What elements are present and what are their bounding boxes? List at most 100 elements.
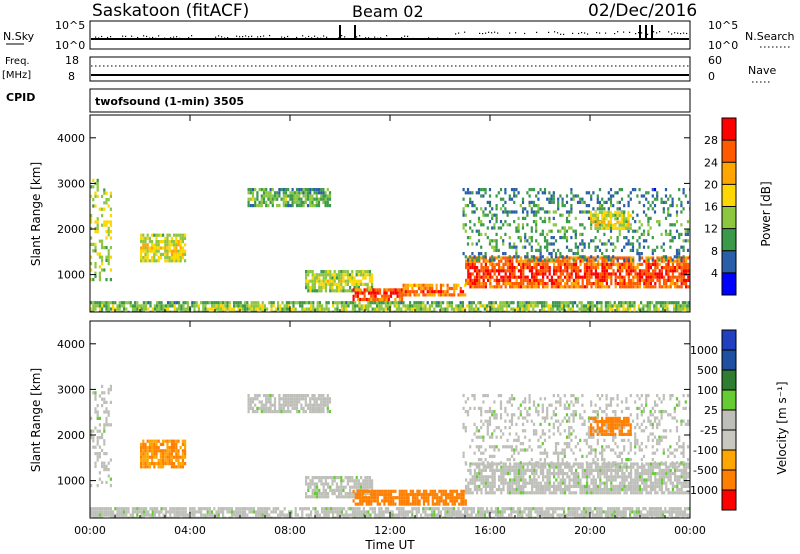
echo-cell bbox=[526, 223, 529, 227]
echo-cell bbox=[418, 499, 421, 503]
echo-cell bbox=[533, 272, 536, 276]
echo-cell bbox=[343, 310, 346, 312]
echo-cell bbox=[103, 410, 106, 414]
nsearch-point bbox=[95, 36, 97, 38]
echo-cell bbox=[517, 223, 520, 227]
echo-cell bbox=[372, 492, 375, 497]
echo-cell bbox=[103, 400, 106, 404]
echo-cell bbox=[489, 278, 492, 282]
echo-cell bbox=[559, 259, 562, 263]
echo-cell bbox=[333, 492, 336, 496]
echo-cell bbox=[548, 478, 551, 482]
echo-cell bbox=[444, 290, 447, 294]
echo-cell bbox=[448, 304, 451, 308]
freq-tick-top: 18 bbox=[65, 54, 79, 67]
echo-cell bbox=[291, 397, 294, 401]
echo-cell bbox=[603, 255, 606, 259]
echo-cell bbox=[610, 491, 613, 495]
echo-cell bbox=[605, 478, 608, 482]
echo-cell bbox=[687, 278, 690, 282]
echo-cell bbox=[623, 475, 626, 479]
echo-cell bbox=[660, 256, 663, 260]
echo-cell bbox=[168, 446, 171, 450]
echo-cell bbox=[320, 279, 323, 283]
echo-cell bbox=[599, 478, 602, 482]
echo-cell bbox=[396, 294, 399, 298]
echo-cell bbox=[155, 243, 158, 247]
echo-cell bbox=[616, 239, 619, 243]
echo-cell bbox=[270, 301, 273, 305]
echo-cell bbox=[588, 462, 591, 466]
echo-cell bbox=[355, 476, 358, 480]
echo-cell bbox=[685, 278, 688, 282]
nsearch-point bbox=[326, 36, 328, 38]
echo-cell bbox=[155, 249, 158, 253]
echo-cell bbox=[381, 489, 384, 493]
echo-cell bbox=[594, 248, 597, 252]
echo-cell bbox=[532, 258, 536, 262]
echo-cell bbox=[378, 291, 382, 295]
echo-cell bbox=[269, 400, 272, 404]
echo-cell bbox=[479, 310, 482, 312]
nsearch-point bbox=[578, 32, 580, 35]
echo-cell bbox=[273, 197, 277, 201]
echo-cell bbox=[327, 273, 330, 277]
echo-cell bbox=[101, 194, 104, 198]
echo-cell bbox=[535, 256, 538, 260]
echo-cell bbox=[146, 249, 149, 253]
echo-cell bbox=[424, 310, 427, 312]
echo-cell bbox=[537, 272, 540, 276]
echo-cell bbox=[658, 262, 661, 266]
echo-cell bbox=[322, 270, 325, 274]
echo-cell bbox=[467, 488, 470, 492]
echo-cell bbox=[338, 492, 341, 496]
echo-cell bbox=[502, 472, 505, 476]
echo-cell bbox=[630, 269, 633, 273]
echo-cell bbox=[307, 282, 310, 286]
echo-cell bbox=[482, 468, 485, 472]
echo-cell bbox=[566, 282, 569, 286]
echo-cell bbox=[96, 455, 99, 459]
nsearch-point bbox=[407, 35, 409, 37]
echo-cell bbox=[461, 304, 464, 308]
echo-cell bbox=[219, 310, 222, 312]
echo-cell bbox=[499, 307, 502, 311]
echo-cell bbox=[517, 478, 520, 482]
echo-cell bbox=[332, 310, 335, 312]
echo-cell bbox=[175, 233, 178, 237]
echo-cell bbox=[577, 475, 580, 479]
echo-cell bbox=[338, 282, 341, 286]
echo-cell bbox=[487, 465, 490, 469]
echo-cell bbox=[631, 229, 635, 233]
echo-cell bbox=[349, 273, 352, 277]
echo-cell bbox=[267, 197, 270, 201]
echo-cell bbox=[309, 188, 312, 192]
echo-cell bbox=[495, 220, 498, 224]
echo-cell bbox=[509, 481, 512, 485]
echo-cell bbox=[526, 481, 529, 485]
echo-cell bbox=[478, 462, 481, 466]
echo-cell bbox=[356, 291, 360, 295]
echo-cell bbox=[144, 442, 147, 446]
echo-cell bbox=[638, 282, 641, 286]
echo-cell bbox=[361, 492, 364, 497]
echo-cell bbox=[535, 275, 538, 279]
echo-cell bbox=[403, 499, 406, 503]
echo-cell bbox=[542, 488, 545, 492]
echo-cell bbox=[548, 197, 551, 201]
echo-cell bbox=[345, 301, 348, 305]
echo-cell bbox=[669, 472, 672, 476]
echo-cell bbox=[537, 278, 540, 282]
nsearch-point bbox=[677, 32, 679, 34]
echo-cell bbox=[634, 188, 637, 192]
echo-cell bbox=[347, 301, 350, 305]
echo-cell bbox=[621, 472, 624, 476]
echo-cell bbox=[109, 301, 112, 305]
echo-cell bbox=[570, 282, 573, 286]
nsearch-point bbox=[374, 36, 376, 38]
echo-cell bbox=[674, 269, 677, 273]
echo-cell bbox=[621, 478, 624, 482]
echo-cell bbox=[295, 403, 299, 407]
echo-cell bbox=[520, 259, 523, 263]
echo-cell bbox=[422, 290, 425, 294]
